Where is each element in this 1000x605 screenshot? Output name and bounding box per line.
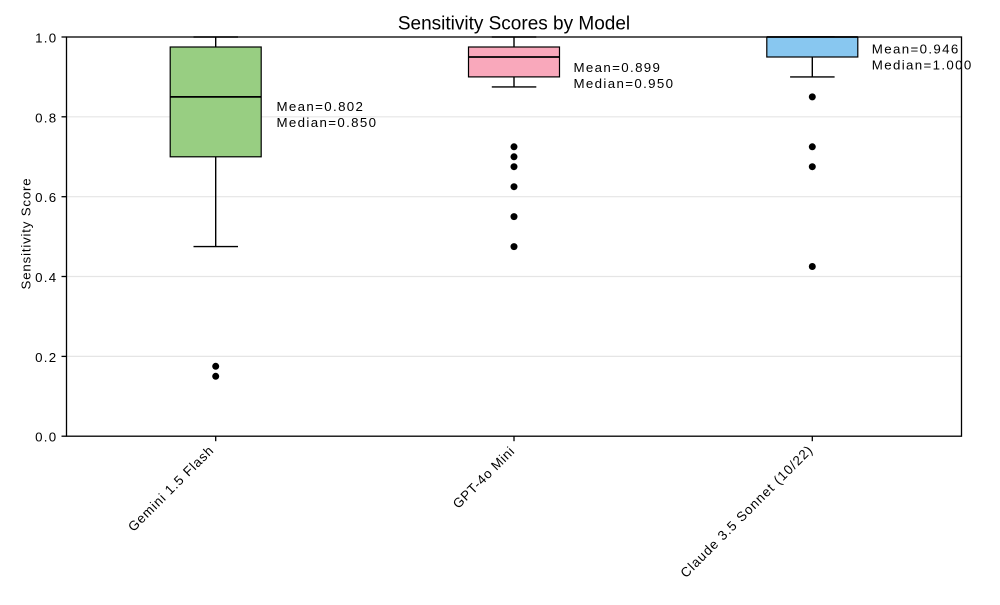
svg-text:Mean=0.899: Mean=0.899 (574, 60, 662, 75)
svg-text:Mean=0.946: Mean=0.946 (872, 41, 960, 56)
svg-text:0.8: 0.8 (35, 110, 57, 125)
svg-text:Sensitivity Score: Sensitivity Score (19, 178, 34, 290)
svg-text:Median=1.000: Median=1.000 (872, 57, 973, 72)
svg-text:1.0: 1.0 (35, 31, 57, 46)
svg-text:0.4: 0.4 (35, 270, 57, 285)
svg-text:0.2: 0.2 (35, 350, 57, 365)
svg-text:Median=0.850: Median=0.850 (277, 115, 378, 130)
svg-text:0.0: 0.0 (35, 430, 57, 445)
svg-text:0.6: 0.6 (35, 190, 57, 205)
svg-text:Mean=0.802: Mean=0.802 (277, 99, 365, 114)
svg-text:Median=0.950: Median=0.950 (574, 76, 675, 91)
svg-text:Sensitivity Scores by Model: Sensitivity Scores by Model (398, 14, 630, 35)
